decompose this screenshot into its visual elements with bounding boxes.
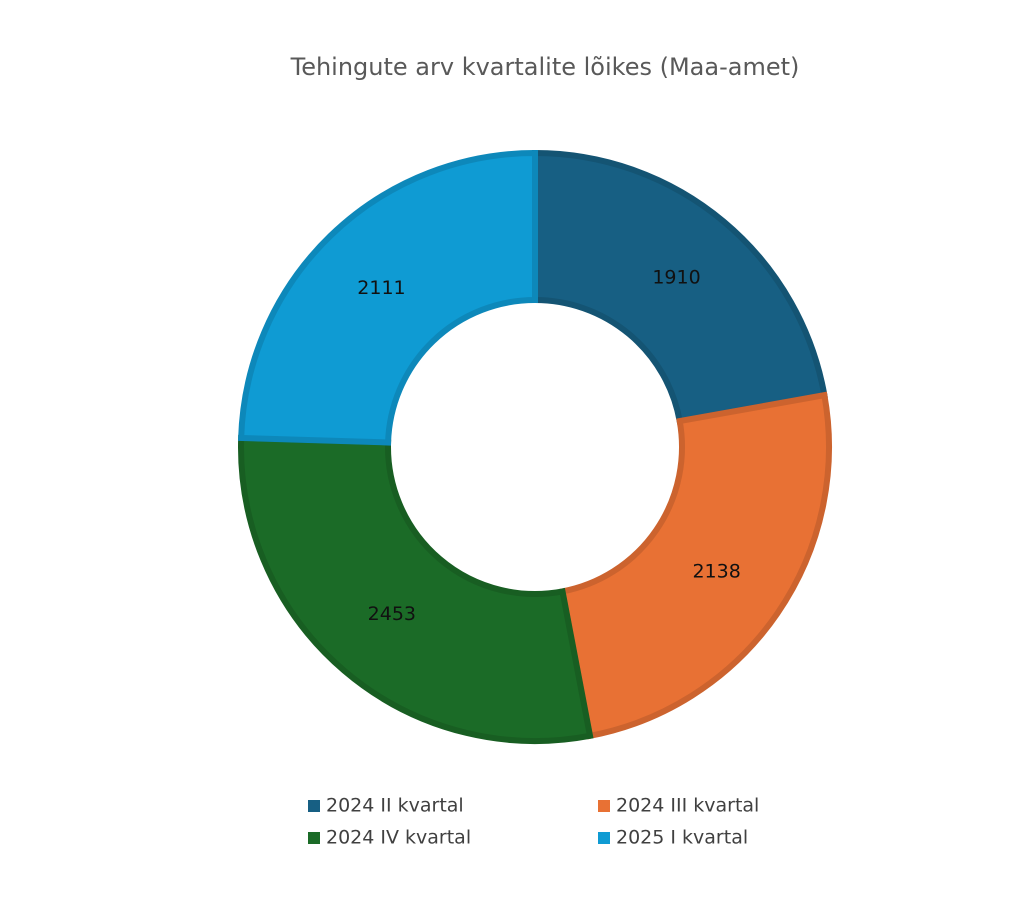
legend-swatch (598, 800, 610, 812)
legend-label: 2024 III kvartal (616, 795, 759, 817)
legend-swatch (598, 832, 610, 844)
donut-segment (558, 391, 832, 740)
donut-segment (238, 434, 594, 744)
data-label: 2453 (368, 603, 416, 625)
legend-swatch (308, 800, 320, 812)
legend-label: 2025 I kvartal (616, 827, 748, 849)
legend-label: 2024 II kvartal (326, 795, 464, 817)
data-label: 2111 (357, 277, 405, 299)
legend-swatch (308, 832, 320, 844)
data-label: 2138 (692, 560, 740, 582)
donut-segment (532, 149, 828, 425)
data-label: 1910 (652, 266, 700, 288)
donut-segment (238, 149, 538, 446)
chart-title: Tehingute arv kvartalite lõikes (Maa-ame… (290, 53, 800, 81)
legend-label: 2024 IV kvartal (326, 827, 471, 849)
